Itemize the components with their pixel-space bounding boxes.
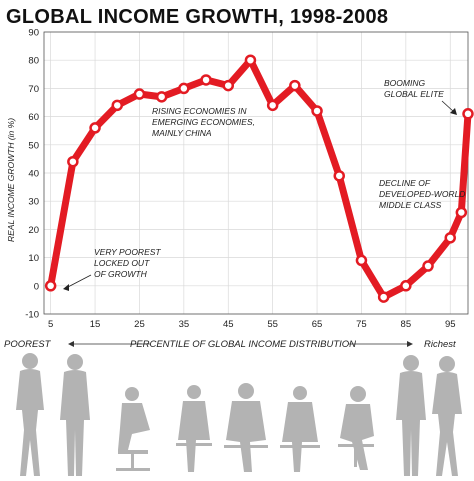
data-point (462, 108, 474, 120)
y-tick-label: 40 (28, 169, 39, 180)
svg-text:BOOMING: BOOMING (384, 78, 425, 88)
x-tick-label: 35 (179, 319, 190, 330)
y-tick-label: 60 (28, 112, 39, 123)
y-tick-label: 10 (28, 253, 39, 264)
x-tick-label: 75 (356, 319, 367, 330)
y-tick-label: -10 (25, 310, 39, 321)
svg-text:MAINLY CHINA: MAINLY CHINA (152, 128, 212, 138)
data-point (200, 74, 212, 86)
data-point (422, 260, 434, 272)
svg-text:DECLINE OF: DECLINE OF (379, 178, 431, 188)
x-tick-label: 95 (445, 319, 456, 330)
svg-text:GLOBAL ELITE: GLOBAL ELITE (384, 89, 444, 99)
annotation-rising-economies: RISING ECONOMIES IN EMERGING ECONOMIES, … (152, 106, 255, 138)
x-tick-label: 45 (223, 319, 234, 330)
annotation-very-poorest: VERY POOREST LOCKED OUT OF GROWTH (63, 247, 161, 291)
chart-title: GLOBAL INCOME GROWTH, 1998-2008 (6, 6, 388, 28)
series-global-income (44, 54, 474, 303)
people-silhouettes-illustration (16, 353, 462, 476)
data-point (178, 82, 190, 95)
data-point (222, 79, 235, 92)
y-tick-label: 90 (28, 28, 39, 39)
data-point (155, 91, 168, 103)
y-tick-labels: -10 0 10 20 30 40 50 60 70 80 90 (25, 28, 39, 321)
data-point (455, 206, 468, 219)
data-point (44, 280, 57, 292)
x-tick-label: 25 (134, 319, 145, 330)
data-point (333, 170, 345, 182)
x-tick-labels: 5 15 25 35 45 55 65 75 85 95 (48, 319, 456, 330)
data-point (444, 232, 456, 244)
data-point (266, 99, 279, 112)
y-tick-label: 30 (28, 197, 39, 208)
x-tick-label: 15 (90, 319, 101, 330)
data-point (89, 122, 101, 134)
svg-text:OF GROWTH: OF GROWTH (94, 269, 148, 279)
y-axis-label: REAL INCOME GROWTH (in %) (6, 118, 16, 242)
richest-label: Richest (424, 339, 456, 350)
x-tick-label: 55 (267, 319, 278, 330)
svg-text:MIDDLE CLASS: MIDDLE CLASS (379, 200, 442, 210)
annotation-middle-class-decline: DECLINE OF DEVELOPED-WORLD MIDDLE CLASS (379, 178, 465, 210)
svg-text:RISING ECONOMIES IN: RISING ECONOMIES IN (152, 106, 247, 116)
annotation-global-elite: BOOMING GLOBAL ELITE (384, 78, 457, 115)
data-point (289, 79, 301, 92)
data-point (377, 291, 390, 303)
x-tick-label: 85 (401, 319, 412, 330)
data-point (311, 105, 323, 117)
x-axis-label: PERCENTILE OF GLOBAL INCOME DISTRIBUTION (130, 339, 356, 350)
y-tick-label: 0 (34, 281, 39, 292)
y-tick-label: 80 (28, 56, 39, 67)
data-point (111, 99, 124, 112)
x-tick-label: 65 (312, 319, 323, 330)
y-tick-label: 70 (28, 84, 39, 95)
svg-text:VERY POOREST: VERY POOREST (94, 247, 161, 257)
x-tick-label: 5 (48, 319, 53, 330)
poorest-label: POOREST (4, 339, 52, 350)
svg-text:LOCKED OUT: LOCKED OUT (94, 258, 150, 268)
distribution-axis: POOREST PERCENTILE OF GLOBAL INCOME DIST… (4, 339, 456, 350)
data-point (355, 254, 368, 267)
svg-text:DEVELOPED-WORLD: DEVELOPED-WORLD (379, 189, 465, 199)
data-point (244, 54, 257, 66)
data-point (133, 88, 146, 100)
y-tick-label: 20 (28, 225, 39, 236)
svg-text:EMERGING ECONOMIES,: EMERGING ECONOMIES, (152, 117, 255, 127)
data-point (400, 280, 412, 292)
y-tick-label: 50 (28, 140, 39, 151)
data-point (67, 155, 79, 168)
plot-frame (43, 31, 469, 315)
